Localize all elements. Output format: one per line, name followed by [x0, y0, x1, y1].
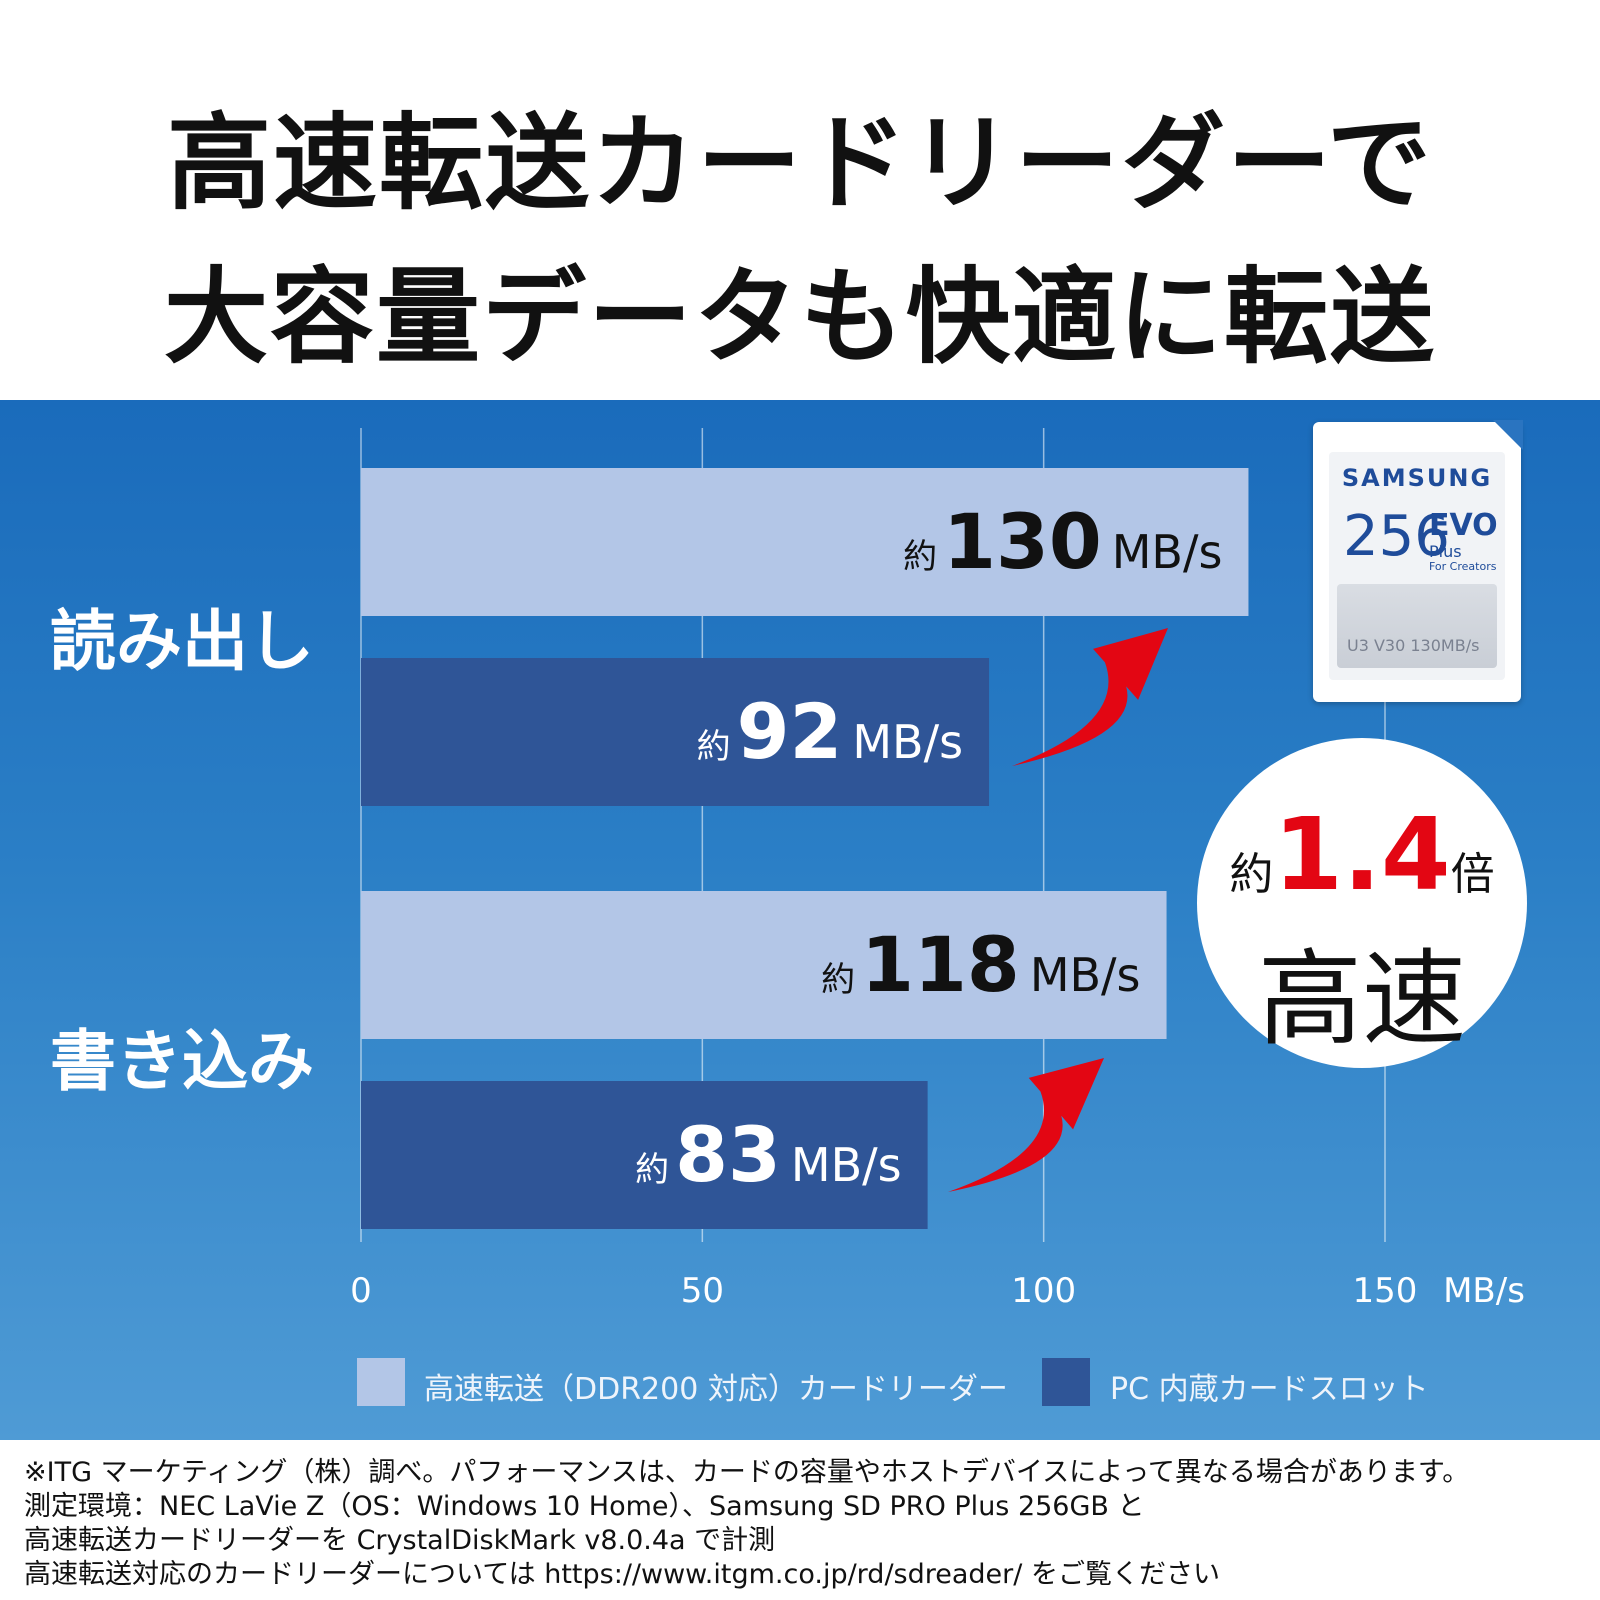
sd-card-creators: For Creators: [1429, 560, 1497, 573]
bar-card-reader-0: [361, 468, 1249, 616]
badge-main: 高速: [1257, 938, 1466, 1060]
footnote-4: 高速転送対応のカードリーダーについては https://www.itgm.co.…: [24, 1559, 1220, 1590]
bar-label-card-reader-1: 約118 MB/s: [821, 920, 1140, 1009]
badge-suffix: 倍: [1450, 849, 1495, 900]
sd-card-line: EVO: [1429, 508, 1498, 543]
x-tick-label-0: 0: [350, 1271, 372, 1311]
sd-card-image: SAMSUNG 256 EVO Plus For Creators U3 V30…: [1313, 420, 1523, 702]
bar-card-reader-1: [361, 891, 1167, 1039]
sd-card-notch: [1493, 420, 1523, 450]
x-axis-unit: MB/s: [1443, 1271, 1525, 1311]
bar-label-pc-slot-1: 約83 MB/s: [635, 1110, 901, 1199]
bar-pc-slot-1: [361, 1081, 928, 1229]
badge-multiplier: 1.4: [1273, 796, 1451, 913]
x-tick-label-100: 100: [1011, 1271, 1076, 1311]
legend-swatch-pc-slot: [1042, 1358, 1090, 1406]
arrow-read: [1012, 628, 1168, 766]
row-label-read: 読み出し: [50, 603, 314, 680]
headline-line-1: 高速転送カードリーダーで: [167, 102, 1433, 224]
speedup-badge: 約1.4倍 高速: [1197, 738, 1527, 1068]
footnote-2: 測定環境：NEC LaVie Z（OS：Windows 10 Home）、Sam…: [24, 1491, 1145, 1522]
badge-prefix: 約: [1229, 849, 1274, 900]
sd-card-speed-mark: U3 V30 130MB/s: [1347, 636, 1480, 655]
arrow-write: [948, 1058, 1104, 1192]
row-label-write: 書き込み: [50, 1023, 314, 1100]
sd-card-capacity: 256: [1343, 504, 1450, 569]
x-tick-label-150: 150: [1353, 1271, 1418, 1311]
badge-top-line: 約1.4倍: [1197, 796, 1527, 913]
legend-label-card-reader: 高速転送（DDR200 対応）カードリーダー: [424, 1372, 1008, 1407]
legend-swatch-card-reader: [357, 1358, 405, 1406]
sd-card-brand: SAMSUNG: [1341, 464, 1493, 492]
legend-label-pc-slot: PC 内蔵カードスロット: [1110, 1372, 1429, 1407]
bar-label-pc-slot-0: 約92 MB/s: [697, 687, 963, 776]
bar-label-card-reader-0: 約130 MB/s: [903, 497, 1222, 586]
sd-card-strip: [1337, 584, 1497, 668]
sd-card-sub: Plus: [1429, 542, 1462, 561]
footnote-3: 高速転送カードリーダーを CrystalDiskMark v8.0.4a で計測: [24, 1525, 776, 1556]
sd-card-face: SAMSUNG 256 EVO Plus For Creators U3 V30…: [1329, 452, 1505, 680]
bar-pc-slot-0: [361, 658, 990, 806]
footnotes: ※ITG マーケティング（株）調べ。パフォーマンスは、カードの容量やホストデバイ…: [0, 1440, 1600, 1600]
footnote-1: ※ITG マーケティング（株）調べ。パフォーマンスは、カードの容量やホストデバイ…: [24, 1457, 1470, 1488]
headline-line-2: 大容量データも快適に転送: [163, 256, 1436, 378]
x-tick-label-50: 50: [681, 1271, 724, 1311]
